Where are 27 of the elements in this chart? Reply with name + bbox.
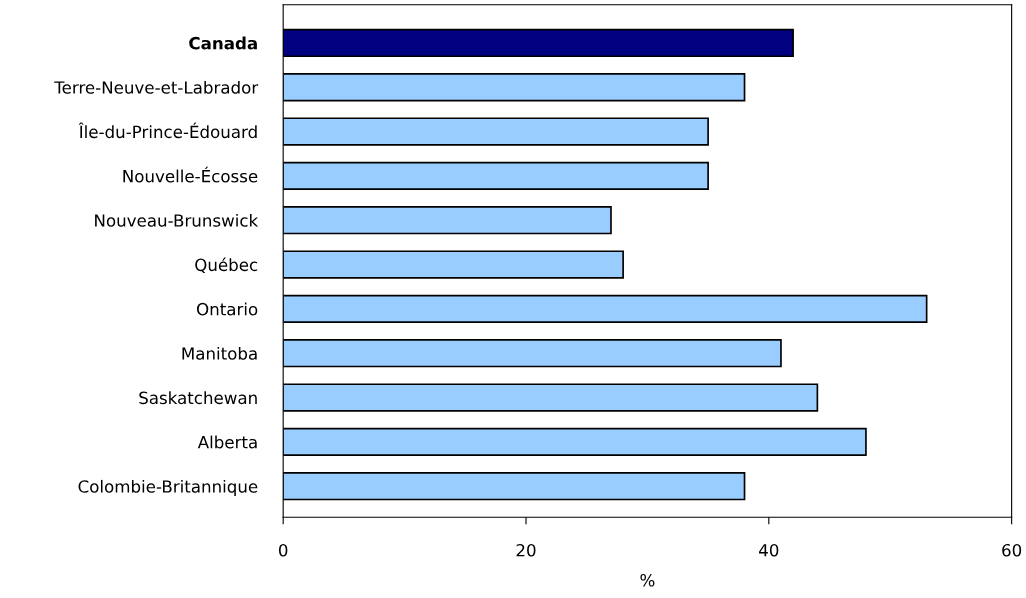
- bar: [283, 427, 867, 457]
- bar: [283, 339, 782, 368]
- y-tick-label: Colombie-Britannique: [78, 479, 258, 497]
- bar: [283, 73, 746, 102]
- y-tick-label: Manitoba: [182, 346, 257, 360]
- bar: [283, 250, 624, 279]
- x-axis-title: %: [640, 573, 655, 587]
- y-tick-label: Île-du-Prince-Édouard: [78, 122, 257, 139]
- x-tick-label: 60: [1002, 543, 1022, 557]
- bar: [283, 472, 746, 501]
- y-tick-label: Ontario: [197, 302, 258, 316]
- y-tick-label: Nouveau-Brunswick: [95, 213, 259, 227]
- bar: [283, 117, 709, 146]
- y-tick-label: Nouvelle-Écosse: [123, 166, 258, 183]
- y-tick-label: Alberta: [197, 435, 257, 449]
- bar: [283, 161, 709, 191]
- y-tick-label: Terre-Neuve-et-Labrador: [54, 80, 259, 94]
- bar: [283, 28, 794, 58]
- y-tick-label: Saskatchewan: [139, 391, 257, 405]
- bar: [283, 206, 612, 235]
- y-tick-label: Québec: [195, 257, 258, 274]
- bar: [283, 294, 928, 324]
- x-tick-label: 20: [516, 543, 536, 557]
- bar: [283, 383, 819, 412]
- y-tick-label: Canada: [189, 36, 257, 50]
- x-tick-label: 0: [278, 543, 288, 557]
- x-tick-label: 40: [759, 543, 779, 557]
